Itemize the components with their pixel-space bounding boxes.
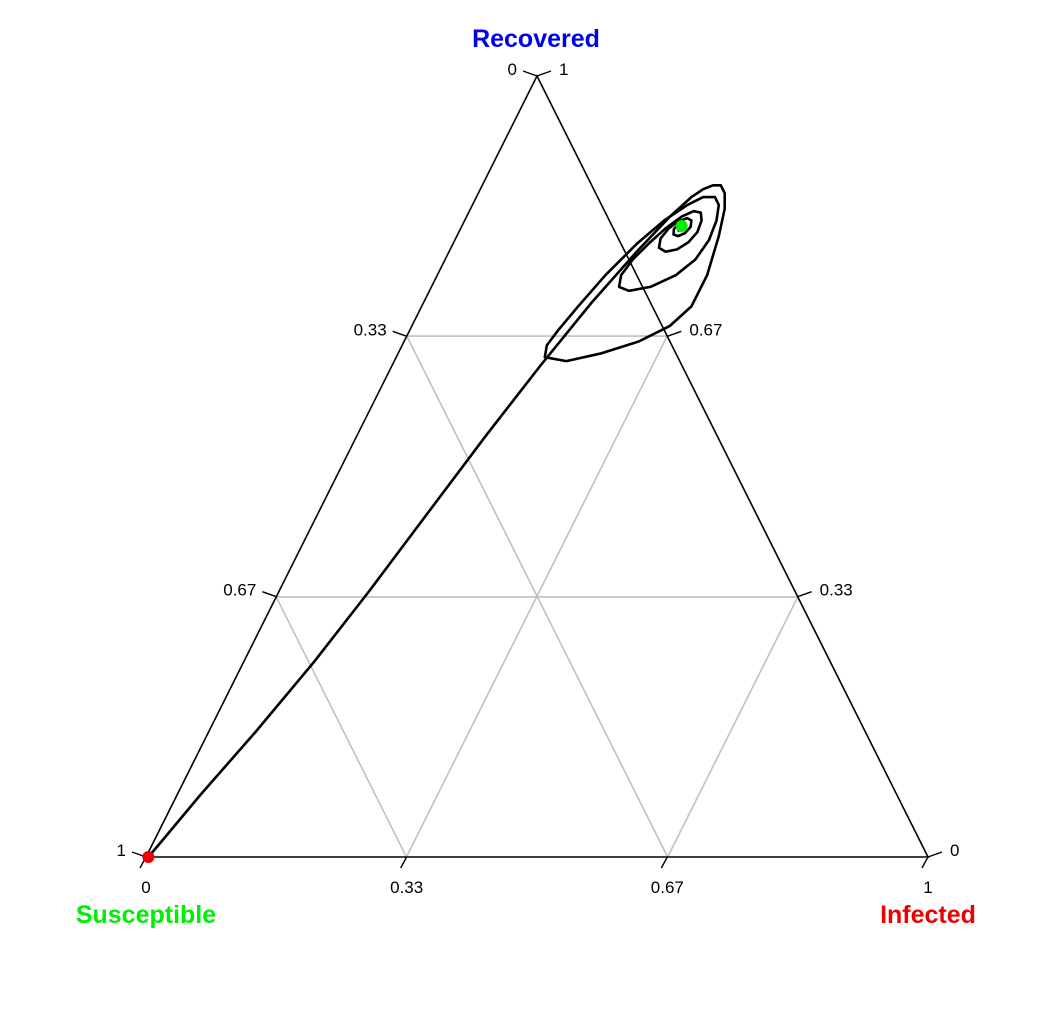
trajectory-series: [147, 184, 726, 859]
gridline-0-2: [406, 335, 669, 858]
trajectory-line: [147, 184, 726, 859]
vertex-label-infected: Infected: [880, 901, 976, 929]
tick-bottom-3: [921, 856, 929, 869]
tick-label-bottom-0: 0: [141, 878, 150, 897]
tick-label-bottom-1: 0.33: [390, 878, 423, 897]
tick-right-1: [667, 330, 682, 337]
tick-bottom-2: [660, 856, 668, 869]
tick-label-right-0: 1: [559, 60, 568, 79]
tick-label-bottom-2: 0.67: [651, 878, 684, 897]
tick-left-1: [262, 591, 277, 598]
tick-bottom-1: [400, 856, 408, 869]
tick-marks: 0 0.33 0.67 110.670.330 10.670.330: [117, 60, 960, 897]
tick-right-3: [927, 851, 943, 858]
marker-points: [142, 219, 688, 863]
gridline-1-0: [666, 596, 799, 858]
point-equilibrium: [675, 219, 688, 232]
tick-label-left-0: 1: [117, 841, 126, 860]
tick-label-right-2: 0.33: [820, 581, 853, 600]
gridlines: [275, 335, 799, 858]
tick-right-0: [536, 70, 552, 77]
tick-left-2: [392, 330, 407, 337]
tick-right-2: [797, 591, 812, 598]
tick-label-bottom-3: 1: [923, 878, 932, 897]
triangle-frame: [144, 74, 930, 858]
tick-label-left-2: 0.33: [354, 320, 387, 339]
gridline-1-2: [275, 596, 408, 858]
triangle-outline: [144, 74, 930, 858]
tick-label-right-1: 0.67: [689, 320, 722, 339]
vertex-label-recovered: Recovered: [472, 25, 600, 53]
tick-label-left-1: 0.67: [223, 581, 256, 600]
tick-label-left-3: 0: [508, 60, 517, 79]
point-start: [142, 851, 155, 863]
tick-left-3: [522, 70, 538, 77]
vertex-label-susceptible: Susceptible: [76, 901, 216, 929]
tick-label-right-3: 0: [950, 841, 959, 860]
